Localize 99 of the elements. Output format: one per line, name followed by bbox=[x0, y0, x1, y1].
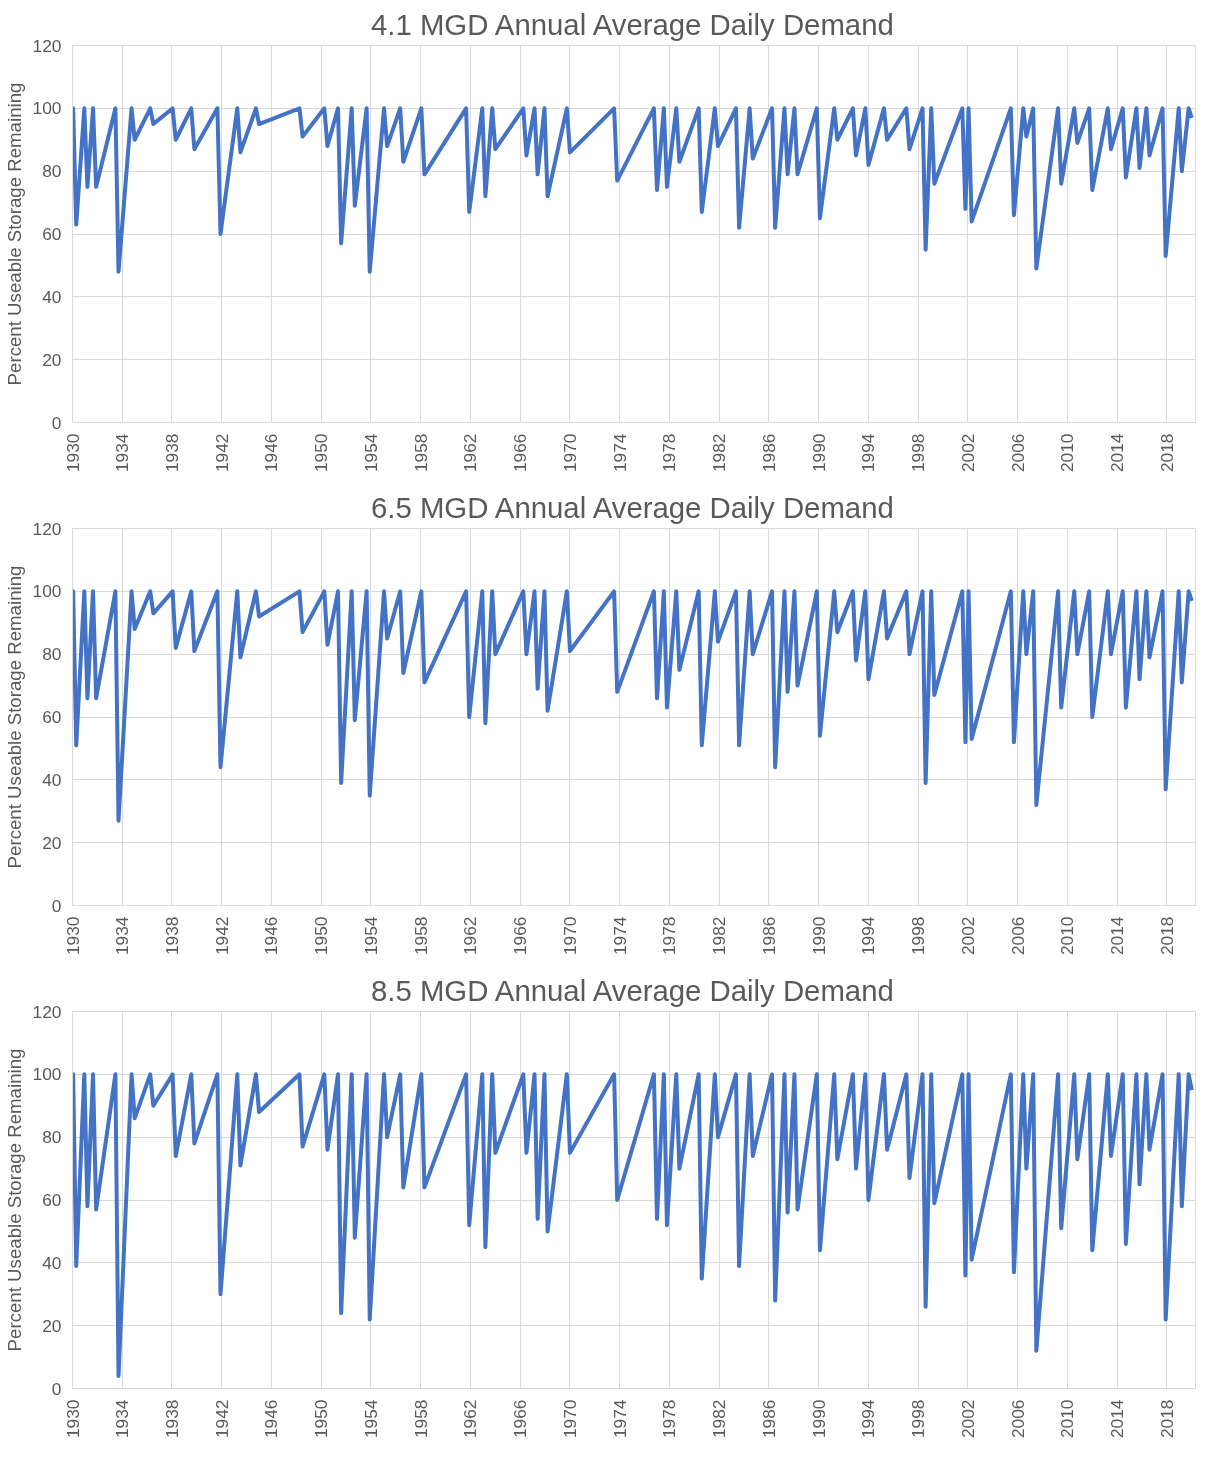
x-tick-label: 1946 bbox=[261, 433, 282, 473]
y-axis-title: Percent Useable Storage Remaining bbox=[3, 565, 25, 869]
x-tick-label: 1934 bbox=[112, 1399, 133, 1439]
y-tick-label: 40 bbox=[42, 286, 62, 307]
x-tick-label: 1958 bbox=[410, 433, 431, 473]
x-tick-label: 2006 bbox=[1007, 433, 1028, 473]
x-tick-label: 2010 bbox=[1057, 1399, 1078, 1439]
x-tick-label: 1954 bbox=[360, 916, 381, 956]
x-tick-label: 1974 bbox=[609, 433, 630, 473]
x-tick-label: 2014 bbox=[1107, 916, 1128, 956]
x-tick-label: 1998 bbox=[908, 433, 929, 473]
x-tick-label: 2002 bbox=[957, 1399, 978, 1439]
y-tick-label: 80 bbox=[42, 644, 62, 665]
x-tick-label: 1950 bbox=[311, 1399, 332, 1439]
x-tick-label: 1942 bbox=[211, 433, 232, 473]
x-tick-label: 1950 bbox=[311, 433, 332, 473]
x-tick-label: 1930 bbox=[62, 916, 83, 956]
x-tick-label: 1974 bbox=[609, 916, 630, 956]
x-tick-label: 1986 bbox=[758, 433, 779, 473]
x-tick-label: 1938 bbox=[161, 433, 182, 473]
y-tick-label: 60 bbox=[42, 224, 62, 244]
y-tick-label: 80 bbox=[42, 161, 62, 182]
x-tick-label: 1966 bbox=[510, 916, 531, 956]
x-tick-label: 1954 bbox=[360, 1399, 381, 1439]
x-tick-label: 1966 bbox=[510, 1399, 531, 1439]
y-tick-label: 120 bbox=[32, 1001, 62, 1022]
x-tick-label: 1934 bbox=[112, 916, 133, 956]
y-tick-label: 0 bbox=[51, 1378, 62, 1399]
x-tick-label: 1970 bbox=[559, 916, 580, 956]
y-tick-label: 0 bbox=[51, 895, 62, 916]
x-tick-label: 1938 bbox=[161, 1399, 182, 1439]
y-tick-label: 40 bbox=[42, 769, 62, 790]
x-tick-label: 1950 bbox=[311, 916, 332, 956]
x-tick-label: 1942 bbox=[211, 916, 232, 956]
x-tick-label: 1962 bbox=[460, 916, 481, 956]
y-tick-label: 0 bbox=[51, 412, 62, 433]
y-tick-label: 120 bbox=[32, 35, 62, 56]
x-tick-label: 1942 bbox=[211, 1399, 232, 1439]
x-tick-label: 1930 bbox=[62, 1399, 83, 1439]
x-tick-label: 1998 bbox=[908, 1399, 929, 1439]
x-tick-label: 1958 bbox=[410, 1399, 431, 1439]
x-tick-label: 1982 bbox=[709, 433, 730, 473]
y-tick-label: 100 bbox=[32, 1064, 62, 1085]
x-tick-label: 1946 bbox=[261, 1399, 282, 1439]
x-tick-label: 1930 bbox=[62, 433, 83, 473]
x-tick-label: 2006 bbox=[1007, 1399, 1028, 1439]
x-tick-label: 2014 bbox=[1107, 433, 1128, 473]
x-tick-label: 1982 bbox=[709, 916, 730, 956]
x-tick-label: 1986 bbox=[758, 916, 779, 956]
y-tick-label: 20 bbox=[42, 349, 62, 370]
line-series bbox=[72, 1072, 1194, 1378]
x-tick-label: 1970 bbox=[559, 433, 580, 473]
y-tick-label: 80 bbox=[42, 1127, 62, 1148]
x-tick-label: 1978 bbox=[659, 433, 680, 473]
y-tick-label: 100 bbox=[32, 581, 62, 602]
y-tick-label: 60 bbox=[42, 707, 62, 727]
y-tick-label: 60 bbox=[42, 1190, 62, 1210]
y-tick-label: 100 bbox=[32, 98, 62, 119]
line-series bbox=[72, 106, 1194, 274]
x-tick-label: 2018 bbox=[1156, 433, 1177, 473]
x-tick-label: 1990 bbox=[808, 916, 829, 956]
x-tick-label: 1962 bbox=[460, 1399, 481, 1439]
x-tick-label: 1994 bbox=[858, 1399, 879, 1439]
x-tick-label: 2002 bbox=[957, 433, 978, 473]
x-tick-label: 2018 bbox=[1156, 916, 1177, 956]
chart-title: 6.5 MGD Annual Average Daily Demand bbox=[371, 490, 894, 524]
x-tick-label: 1990 bbox=[808, 433, 829, 473]
x-tick-label: 2010 bbox=[1057, 433, 1078, 473]
x-tick-label: 1994 bbox=[858, 916, 879, 956]
x-tick-label: 1954 bbox=[360, 433, 381, 473]
y-tick-label: 20 bbox=[42, 832, 62, 853]
x-tick-label: 1970 bbox=[559, 1399, 580, 1439]
y-tick-label: 120 bbox=[32, 518, 62, 539]
x-tick-label: 1986 bbox=[758, 1399, 779, 1439]
x-tick-label: 1958 bbox=[410, 916, 431, 956]
x-tick-label: 1982 bbox=[709, 1399, 730, 1439]
x-tick-label: 1990 bbox=[808, 1399, 829, 1439]
chart-title: 4.1 MGD Annual Average Daily Demand bbox=[371, 7, 894, 41]
x-tick-label: 1946 bbox=[261, 916, 282, 956]
chart-title: 8.5 MGD Annual Average Daily Demand bbox=[371, 973, 894, 1007]
x-tick-label: 2006 bbox=[1007, 916, 1028, 956]
y-axis-title: Percent Useable Storage Remaining bbox=[3, 82, 25, 386]
x-tick-label: 1934 bbox=[112, 433, 133, 473]
x-tick-label: 1998 bbox=[908, 916, 929, 956]
x-tick-label: 2014 bbox=[1107, 1399, 1128, 1439]
x-tick-label: 2002 bbox=[957, 916, 978, 956]
line-series bbox=[72, 589, 1194, 823]
x-tick-label: 1962 bbox=[460, 433, 481, 473]
x-tick-label: 1978 bbox=[659, 1399, 680, 1439]
y-tick-label: 20 bbox=[42, 1315, 62, 1336]
x-tick-label: 1994 bbox=[858, 433, 879, 473]
x-tick-label: 2018 bbox=[1156, 1399, 1177, 1439]
y-axis-title: Percent Useable Storage Remaining bbox=[3, 1048, 25, 1352]
x-tick-label: 1938 bbox=[161, 916, 182, 956]
x-tick-label: 2010 bbox=[1057, 916, 1078, 956]
y-tick-label: 40 bbox=[42, 1252, 62, 1273]
x-tick-label: 1974 bbox=[609, 1399, 630, 1439]
x-tick-label: 1978 bbox=[659, 916, 680, 956]
x-tick-label: 1966 bbox=[510, 433, 531, 473]
